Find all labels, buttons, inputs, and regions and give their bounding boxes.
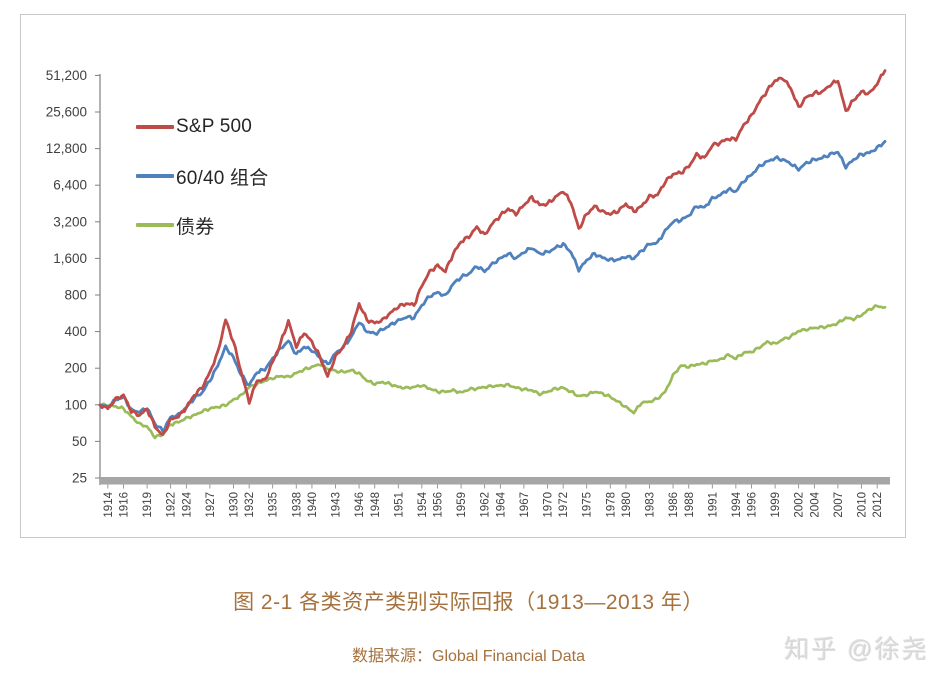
zhihu-watermark: 知乎 @徐尧: [784, 636, 929, 664]
x-axis-tick-label: 1980: [621, 492, 633, 518]
6040-line: [98, 140, 887, 433]
x-axis-tick-label: 2010: [856, 492, 868, 518]
y-axis-tick-label: 25: [72, 471, 87, 486]
y-axis-tick-label: 12,800: [46, 141, 87, 156]
x-axis-tick-label: 1962: [480, 492, 492, 518]
x-axis-tick-label: 1999: [770, 492, 782, 518]
x-axis-tick-label: 1927: [205, 492, 217, 518]
sp500-line-swatch: [136, 125, 174, 129]
6040-line-swatch: [136, 174, 174, 178]
x-axis-tick-label: 1951: [393, 492, 405, 518]
data-source-label: 数据来源：Global Financial Data: [352, 648, 585, 665]
y-axis-tick-label: 50: [72, 434, 87, 449]
x-axis-tick-label: 1986: [668, 492, 680, 518]
x-axis-tick-label: 2012: [872, 492, 884, 518]
x-axis-tick-label: 1959: [456, 492, 468, 518]
y-axis-tick-label: 100: [64, 397, 87, 412]
legend-label-bonds: 债券: [176, 216, 215, 238]
y-axis-tick-label: 1,600: [53, 251, 87, 266]
x-axis-tick-label: 1930: [228, 492, 240, 518]
x-axis-tick-label: 1938: [291, 492, 303, 518]
x-axis-baseline-bar: [100, 477, 890, 485]
chart-legend: S&P 500 60/40 组合 债券: [136, 108, 268, 244]
x-axis-tick-label: 1914: [103, 491, 115, 517]
sp500-line: [98, 69, 887, 436]
x-axis-tick-label: 1916: [119, 492, 131, 518]
x-axis-tick-label: 1948: [370, 492, 382, 518]
x-axis-tick-label: 1978: [605, 492, 617, 518]
x-axis-tick-label: 1924: [181, 491, 193, 517]
legend-item-6040: 60/40 组合: [136, 157, 268, 195]
y-axis-tick-label: 51,200: [46, 68, 87, 83]
plot-area: 25 50 100 200 400 800 1,600 3,200 6,400 12,800 25,…: [46, 68, 890, 518]
x-axis-tick-label: 1983: [645, 492, 657, 518]
x-axis-tick-label: 1975: [582, 492, 594, 518]
legend-label-6040: 60/40 组合: [176, 167, 269, 189]
x-axis-tick-label: 1954: [417, 491, 429, 517]
x-axis-tick-label: 1922: [166, 492, 178, 518]
y-axis-tick-label: 200: [64, 361, 87, 376]
y-axis-tick-label: 800: [64, 288, 87, 303]
x-axis-tick-label: 1964: [495, 491, 507, 517]
x-axis-tick-label: 1940: [307, 492, 319, 518]
x-axis-tick-label: 2002: [794, 492, 806, 518]
x-axis-tick-label: 1932: [244, 492, 256, 518]
x-axis-tick-label: 1946: [354, 492, 366, 518]
y-axis-tick-label: 400: [64, 324, 87, 339]
legend-label-sp500: S&P 500: [176, 116, 253, 137]
bonds-line: [98, 304, 887, 440]
figure-caption: 图 2-1 各类资产类别实际回报（1913—2013 年）: [233, 591, 704, 614]
asset-returns-chart: 25 50 100 200 400 800 1,600 3,200 6,400 12,800 25,…: [20, 14, 906, 538]
x-axis-tick-label: 1956: [433, 492, 445, 518]
y-axis-tick-label: 3,200: [53, 214, 87, 229]
x-axis-tick-label: 1972: [558, 492, 570, 518]
x-axis-tick-label: 1967: [519, 492, 531, 518]
bonds-line-swatch: [136, 223, 174, 227]
legend-item-bonds: 债券: [136, 206, 268, 244]
x-axis-tick-label: 1988: [684, 492, 696, 518]
y-axis-tick-label: 25,600: [46, 105, 87, 120]
x-axis-tick-label: 2007: [833, 492, 845, 518]
x-axis-tick-label: 1991: [707, 492, 719, 518]
x-axis-tick-label: 1919: [142, 492, 154, 518]
x-axis-tick-label: 1970: [542, 492, 554, 518]
x-axis-tick-label: 2004: [809, 491, 821, 517]
x-axis-tick-label: 1935: [268, 492, 280, 518]
x-axis-tick-label: 1994: [731, 491, 743, 517]
y-axis-tick-label: 6,400: [53, 178, 87, 193]
x-axis-tick-label: 1996: [747, 492, 759, 518]
legend-item-sp500: S&P 500: [136, 108, 268, 146]
x-axis-tick-label: 1943: [331, 492, 343, 518]
